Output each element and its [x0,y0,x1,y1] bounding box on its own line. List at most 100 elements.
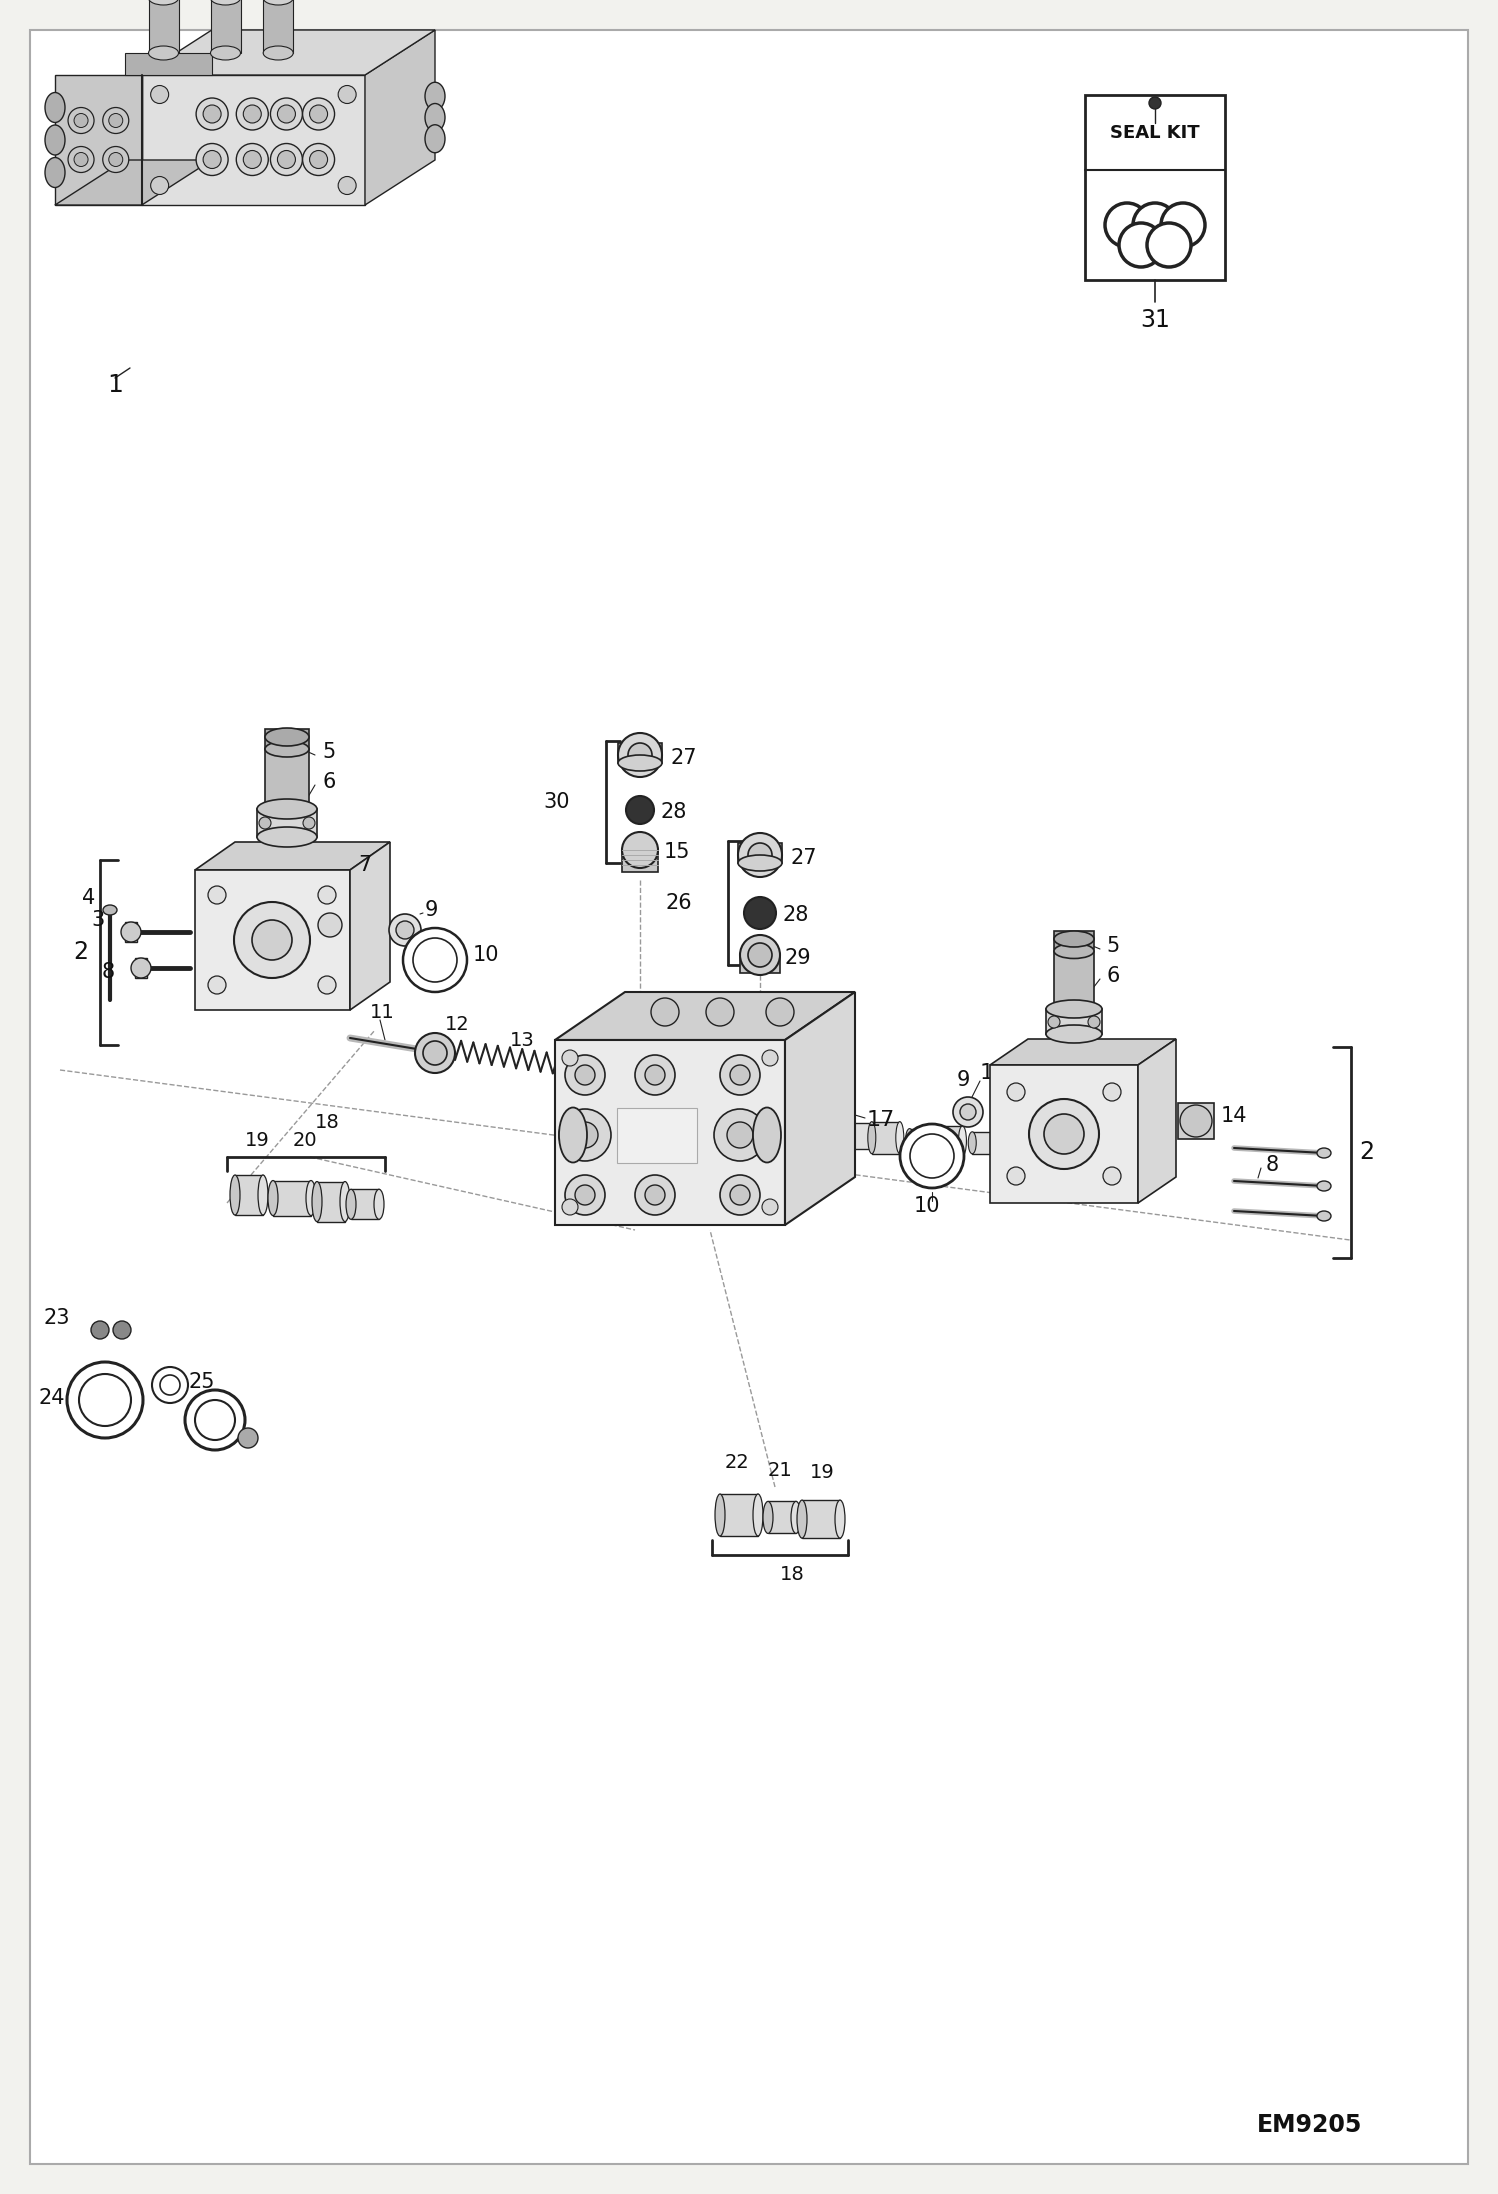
Circle shape [1147,224,1191,268]
Text: 22: 22 [725,1452,750,1472]
Bar [264,0,294,53]
Polygon shape [55,160,211,204]
Ellipse shape [45,92,64,123]
Polygon shape [124,53,211,75]
Circle shape [721,1055,759,1095]
Ellipse shape [619,755,662,770]
Polygon shape [554,1040,785,1224]
Circle shape [271,99,303,129]
Text: SEAL KIT: SEAL KIT [1110,125,1200,143]
Circle shape [721,1176,759,1215]
Circle shape [259,816,271,829]
Bar [768,1501,795,1534]
Ellipse shape [804,1119,812,1145]
Ellipse shape [869,1123,876,1150]
Text: 29: 29 [785,948,812,968]
Circle shape [565,1176,605,1215]
Circle shape [208,886,226,904]
Circle shape [243,151,261,169]
Circle shape [569,1066,598,1095]
Circle shape [271,143,303,176]
Text: 8: 8 [102,961,115,983]
Bar [935,1126,962,1156]
Ellipse shape [559,1108,587,1163]
Ellipse shape [996,1132,1004,1154]
Ellipse shape [776,1119,783,1145]
Circle shape [619,733,662,777]
Circle shape [277,151,295,169]
Text: 5: 5 [322,742,336,761]
Ellipse shape [103,904,117,915]
Text: 17: 17 [867,1110,896,1130]
Circle shape [562,1198,578,1215]
Circle shape [1029,1099,1100,1169]
Text: 18: 18 [780,1567,804,1584]
Text: 30: 30 [544,792,571,812]
Circle shape [1119,224,1162,268]
Circle shape [73,114,88,127]
Polygon shape [366,31,434,204]
Ellipse shape [930,1126,938,1156]
Ellipse shape [906,1128,914,1150]
Text: 6: 6 [322,772,336,792]
Ellipse shape [45,158,64,186]
Ellipse shape [148,46,178,59]
Circle shape [204,151,222,169]
Circle shape [403,928,467,992]
Text: 25: 25 [189,1371,214,1391]
Circle shape [748,943,771,968]
Polygon shape [195,871,351,1009]
Circle shape [303,816,315,829]
Text: EM9205: EM9205 [1257,2113,1363,2137]
Ellipse shape [306,1180,316,1215]
Bar [739,842,782,862]
Ellipse shape [791,1501,801,1534]
Ellipse shape [1073,1139,1080,1156]
Circle shape [413,939,457,983]
Text: 20: 20 [294,1130,318,1150]
Ellipse shape [831,1117,839,1152]
Ellipse shape [265,728,309,746]
Circle shape [303,99,334,129]
Ellipse shape [834,1501,845,1538]
Circle shape [646,1064,665,1086]
Ellipse shape [1055,930,1094,948]
Ellipse shape [896,1121,903,1154]
Polygon shape [142,31,434,75]
Text: 18: 18 [315,1115,340,1132]
Bar [265,748,309,810]
Bar [1047,1139,1076,1156]
Ellipse shape [1317,1211,1332,1222]
Text: 28: 28 [661,803,686,823]
Circle shape [762,1198,777,1215]
Circle shape [310,105,328,123]
Circle shape [151,86,169,103]
Ellipse shape [1055,943,1094,959]
Polygon shape [195,842,389,871]
Circle shape [91,1321,109,1338]
Ellipse shape [762,1501,773,1534]
Text: 7: 7 [358,856,372,875]
Text: 15: 15 [664,842,691,862]
Circle shape [67,1362,142,1437]
Text: 8: 8 [1266,1154,1279,1176]
Circle shape [1180,1106,1212,1136]
Text: 31: 31 [1140,307,1170,331]
Ellipse shape [992,1134,1001,1154]
Ellipse shape [425,103,445,132]
Circle shape [572,1121,598,1147]
Circle shape [1149,97,1161,110]
Bar [351,1189,379,1220]
Circle shape [277,105,295,123]
Text: 2: 2 [73,939,88,963]
Bar [235,1176,264,1215]
Text: 2: 2 [1359,1141,1374,1165]
Ellipse shape [425,125,445,154]
Bar [1055,930,1094,950]
Circle shape [160,1376,180,1395]
Circle shape [303,143,334,176]
Circle shape [121,921,141,941]
Ellipse shape [258,827,318,847]
Circle shape [1106,204,1149,248]
Ellipse shape [1044,1139,1052,1156]
